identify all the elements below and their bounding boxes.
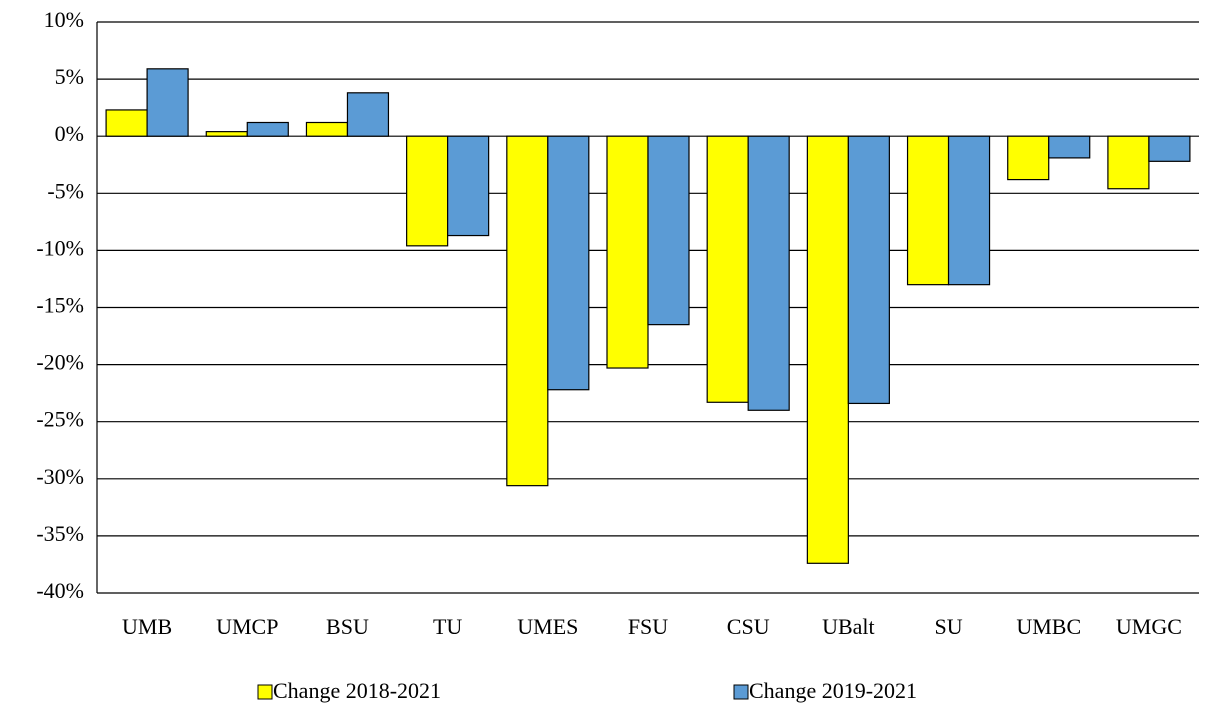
bar (305, 121, 349, 137)
bar (1007, 135, 1050, 181)
bar (706, 135, 749, 403)
y-tick-label: 10% (44, 7, 84, 32)
y-tick-label: -40% (36, 578, 84, 603)
legend-swatch (733, 684, 749, 700)
bar (406, 135, 449, 247)
y-tick-label: -35% (36, 521, 84, 546)
x-tick-label: TU (433, 614, 462, 639)
legend-label: Change 2019-2021 (749, 678, 917, 703)
bar (747, 135, 790, 411)
bar (847, 135, 890, 405)
bar (547, 135, 590, 391)
y-tick-label: 0% (55, 121, 84, 146)
x-tick-label: UMB (122, 614, 172, 639)
x-tick-label: UBalt (822, 614, 875, 639)
y-tick-label: -30% (36, 464, 84, 489)
bar (806, 135, 849, 564)
bar (506, 135, 549, 487)
bar (947, 135, 991, 286)
y-tick-label: -25% (36, 407, 84, 432)
bar (447, 135, 490, 237)
y-tick-label: -10% (36, 235, 84, 260)
x-tick-label: UMES (517, 614, 578, 639)
y-tick-label: -20% (36, 350, 84, 375)
x-tick-label: UMBC (1016, 614, 1081, 639)
y-tick-label: -15% (36, 293, 84, 318)
bar (1148, 135, 1191, 162)
bar (647, 135, 690, 326)
bar (1107, 135, 1150, 190)
legend-label: Change 2018-2021 (273, 678, 441, 703)
legend-swatch (257, 684, 273, 700)
bar (205, 131, 248, 137)
x-tick-label: UMGC (1116, 614, 1182, 639)
x-tick-label: SU (934, 614, 962, 639)
bar (906, 135, 950, 286)
bar (346, 92, 390, 137)
bar (246, 121, 289, 137)
bar (105, 109, 148, 137)
y-tick-label: 5% (55, 64, 84, 89)
x-tick-label: BSU (326, 614, 369, 639)
x-tick-label: UMCP (216, 614, 278, 639)
x-tick-label: FSU (628, 614, 668, 639)
y-tick-label: -5% (47, 178, 84, 203)
bar (606, 135, 649, 369)
bar (146, 68, 189, 137)
bar (1048, 135, 1091, 159)
x-tick-label: CSU (727, 614, 770, 639)
